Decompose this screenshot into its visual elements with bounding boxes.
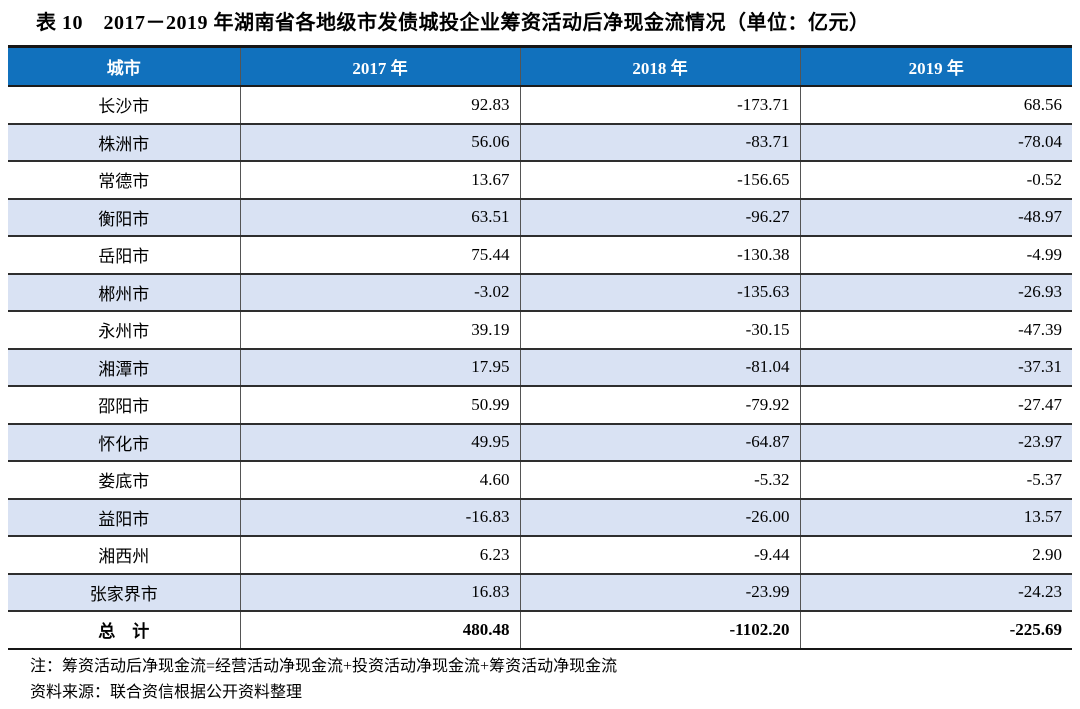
value-cell: -130.38 (519, 236, 800, 275)
value-cell: -48.97 (799, 198, 1072, 237)
value-cell: 13.67 (239, 161, 520, 200)
total-value: 480.48 (239, 611, 520, 649)
value-cell: 16.83 (239, 573, 520, 612)
value-cell: 6.23 (239, 536, 520, 575)
city-cell: 常德市 (8, 161, 240, 200)
value-cell: -47.39 (799, 311, 1072, 350)
value-cell: 39.19 (239, 311, 520, 350)
total-value: -225.69 (799, 611, 1072, 649)
city-cell: 株洲市 (8, 123, 240, 162)
value-cell: -79.92 (519, 386, 800, 425)
city-cell: 永州市 (8, 311, 240, 350)
value-cell: -23.97 (799, 423, 1072, 462)
value-cell: 13.57 (799, 498, 1072, 537)
table-notes: 注：筹资活动后净现金流=经营活动净现金流+投资活动净现金流+筹资活动净现金流 资… (30, 654, 1050, 706)
table-row: 永州市 39.19 -30.15 -47.39 (8, 311, 1072, 350)
value-cell: 56.06 (239, 123, 520, 162)
value-cell: -81.04 (519, 348, 800, 387)
total-label: 总 计 (98, 622, 150, 642)
city-cell: 湘西州 (8, 536, 240, 575)
value-cell: -23.99 (519, 573, 800, 612)
table-row: 湘西州 6.23 -9.44 2.90 (8, 536, 1072, 575)
value-cell: 49.95 (239, 423, 520, 462)
value-cell: 4.60 (239, 461, 520, 500)
city-cell: 衡阳市 (8, 198, 240, 237)
value-cell: -5.37 (799, 461, 1072, 500)
table-row: 常德市 13.67 -156.65 -0.52 (8, 161, 1072, 200)
value-cell: 50.99 (239, 386, 520, 425)
value-cell: -4.99 (799, 236, 1072, 275)
value-cell: -37.31 (799, 348, 1072, 387)
table-row: 郴州市 -3.02 -135.63 -26.93 (8, 273, 1072, 312)
table-row: 张家界市 16.83 -23.99 -24.23 (8, 573, 1072, 612)
table-header: 城市 2017 年 2018 年 2019 年 (8, 46, 1072, 87)
column-header-2017: 2017 年 (239, 46, 520, 87)
table-row: 株洲市 56.06 -83.71 -78.04 (8, 123, 1072, 162)
value-cell: 2.90 (799, 536, 1072, 575)
value-cell: -16.83 (239, 498, 520, 537)
column-header-city: 城市 (8, 46, 240, 87)
value-cell: -0.52 (799, 161, 1072, 200)
city-cell: 张家界市 (8, 573, 240, 612)
column-header-2019: 2019 年 (799, 46, 1072, 87)
table-row: 邵阳市 50.99 -79.92 -27.47 (8, 386, 1072, 425)
value-cell: 17.95 (239, 348, 520, 387)
value-cell: 75.44 (239, 236, 520, 275)
column-header-2018: 2018 年 (519, 46, 800, 87)
city-cell: 岳阳市 (8, 236, 240, 275)
value-cell: -27.47 (799, 386, 1072, 425)
value-cell: 68.56 (799, 86, 1072, 125)
cashflow-table: 城市 2017 年 2018 年 2019 年 长沙市 92.83 -173.7… (8, 45, 1072, 650)
value-cell: 63.51 (239, 198, 520, 237)
header-row: 城市 2017 年 2018 年 2019 年 (8, 46, 1072, 87)
value-cell: -24.23 (799, 573, 1072, 612)
city-cell: 怀化市 (8, 423, 240, 462)
table-row: 岳阳市 75.44 -130.38 -4.99 (8, 236, 1072, 275)
table-row: 长沙市 92.83 -173.71 68.56 (8, 86, 1072, 125)
value-cell: -78.04 (799, 123, 1072, 162)
table-row: 益阳市 -16.83 -26.00 13.57 (8, 498, 1072, 537)
value-cell: -173.71 (519, 86, 800, 125)
city-cell: 邵阳市 (8, 386, 240, 425)
value-cell: -135.63 (519, 273, 800, 312)
value-cell: -96.27 (519, 198, 800, 237)
table-row: 娄底市 4.60 -5.32 -5.37 (8, 461, 1072, 500)
table-title: 表 10 2017－2019 年湖南省各地级市发债城投企业筹资活动后净现金流情况… (36, 12, 870, 34)
footnote: 注：筹资活动后净现金流=经营活动净现金流+投资活动净现金流+筹资活动净现金流 (30, 658, 618, 675)
city-cell: 娄底市 (8, 461, 240, 500)
value-cell: 92.83 (239, 86, 520, 125)
value-cell: -26.93 (799, 273, 1072, 312)
value-cell: -26.00 (519, 498, 800, 537)
value-cell: -156.65 (519, 161, 800, 200)
source-note: 资料来源：联合资信根据公开资料整理 (30, 684, 303, 701)
table-row: 怀化市 49.95 -64.87 -23.97 (8, 423, 1072, 462)
total-row: 总 计 480.48 -1102.20 -225.69 (8, 611, 1072, 649)
value-cell: -30.15 (519, 311, 800, 350)
city-cell: 郴州市 (8, 273, 240, 312)
city-cell: 长沙市 (8, 86, 240, 125)
total-value: -1102.20 (519, 611, 800, 649)
table-row: 湘潭市 17.95 -81.04 -37.31 (8, 348, 1072, 387)
value-cell: -3.02 (239, 273, 520, 312)
city-cell: 湘潭市 (8, 348, 240, 387)
value-cell: -5.32 (519, 461, 800, 500)
value-cell: -64.87 (519, 423, 800, 462)
value-cell: -9.44 (519, 536, 800, 575)
table-row: 衡阳市 63.51 -96.27 -48.97 (8, 198, 1072, 237)
table-body: 长沙市 92.83 -173.71 68.56 株洲市 56.06 -83.71… (8, 86, 1072, 649)
value-cell: -83.71 (519, 123, 800, 162)
city-cell: 益阳市 (8, 498, 240, 537)
